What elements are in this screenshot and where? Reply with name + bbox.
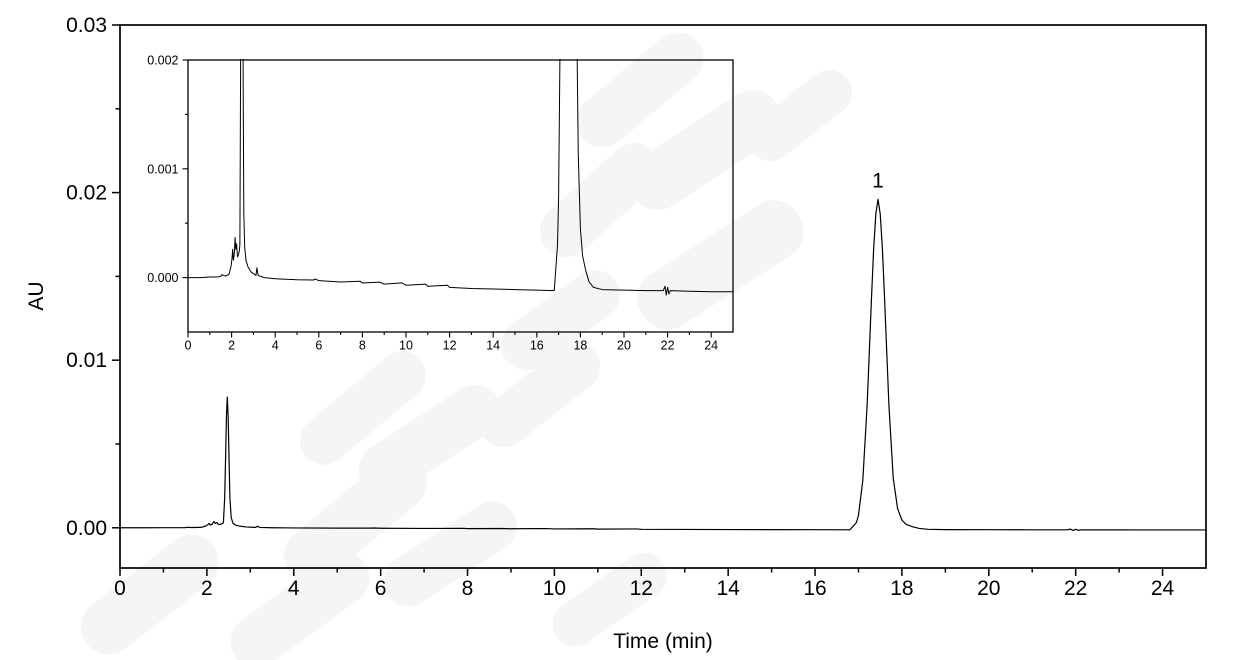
inset-x-tick-label: 16 [530, 339, 544, 353]
inset-x-tick-label: 0 [185, 339, 192, 353]
main-x-tick-label: 8 [462, 577, 474, 600]
inset-trace [188, 59, 733, 296]
main-x-tick-label: 10 [543, 577, 566, 600]
main-y-tick-label: 0.01 [66, 349, 107, 372]
inset-x-tick-label: 18 [573, 339, 587, 353]
inset-plot-frame [187, 59, 734, 333]
main-y-tick-label: 0.02 [66, 182, 107, 205]
inset-x-tick-label: 14 [486, 339, 500, 353]
main-x-tick-label: 22 [1064, 577, 1087, 600]
inset-x-tick-label: 6 [315, 339, 322, 353]
inset-y-tick-label: 0.002 [147, 54, 178, 68]
main-x-tick-label: 20 [977, 577, 1000, 600]
main-x-tick-label: 12 [630, 577, 653, 600]
inset-x-tick-label: 10 [399, 339, 413, 353]
main-x-tick-label: 2 [201, 577, 213, 600]
x-axis-title: Time (min) [613, 630, 713, 653]
main-x-tick-label: 0 [114, 577, 126, 600]
main-plot-frame [119, 24, 1207, 569]
main-y-tick-label: 0.03 [66, 14, 107, 37]
main-x-tick-label: 4 [288, 577, 300, 600]
inset-y-tick-label: 0.001 [147, 162, 178, 176]
y-axis-title: AU [25, 281, 48, 311]
main-x-tick-label: 16 [803, 577, 826, 600]
main-trace [120, 198, 1206, 532]
main-x-tick-label: 6 [375, 577, 387, 600]
inset-x-tick-label: 8 [359, 339, 366, 353]
main-x-tick-label: 18 [890, 577, 913, 600]
peak-label: 1 [872, 169, 884, 192]
inset-x-tick-label: 24 [704, 339, 718, 353]
inset-x-tick-label: 4 [272, 339, 279, 353]
inset-x-tick-label: 20 [617, 339, 631, 353]
main-y-tick-label: 0.00 [66, 517, 107, 540]
inset-x-tick-label: 12 [443, 339, 457, 353]
inset-x-tick-label: 2 [228, 339, 235, 353]
main-x-tick-label: 24 [1151, 577, 1175, 600]
inset-x-tick-label: 22 [661, 339, 675, 353]
inset-y-tick-label: 0.000 [147, 271, 178, 285]
main-x-tick-label: 14 [716, 577, 740, 600]
